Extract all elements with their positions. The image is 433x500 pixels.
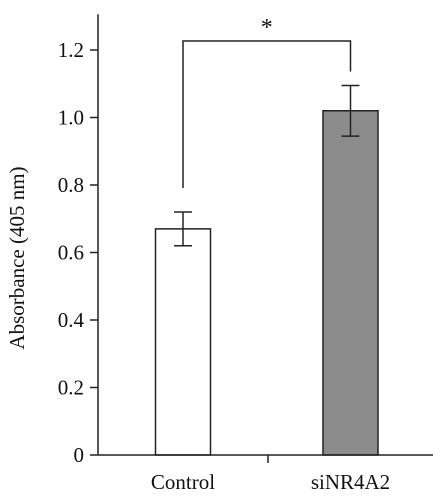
x-category-label: siNR4A2 (311, 470, 390, 494)
y-tick-label: 1.0 (58, 106, 84, 130)
bars (154, 84, 379, 456)
y-axis-title: Absorbance (405 nm) (5, 166, 29, 349)
y-axis: 0 0.2 0.4 0.6 0.8 1.0 1.2 (58, 14, 99, 467)
y-tick-label: 0.8 (58, 173, 84, 197)
significance-bracket: * (182, 15, 352, 188)
x-axis: Control siNR4A2 (98, 454, 433, 494)
bar-control (154, 228, 212, 456)
y-tick-label: 1.2 (58, 38, 84, 62)
y-tick-label: 0.2 (58, 376, 84, 400)
y-tick-label: 0.6 (58, 241, 84, 265)
significance-line (182, 40, 352, 188)
bar-sinr4a2 (322, 110, 379, 456)
significance-marker: * (261, 15, 273, 41)
y-tick-label: 0.4 (58, 308, 85, 332)
x-category-label: Control (151, 470, 215, 494)
y-tick-label: 0 (74, 443, 85, 467)
